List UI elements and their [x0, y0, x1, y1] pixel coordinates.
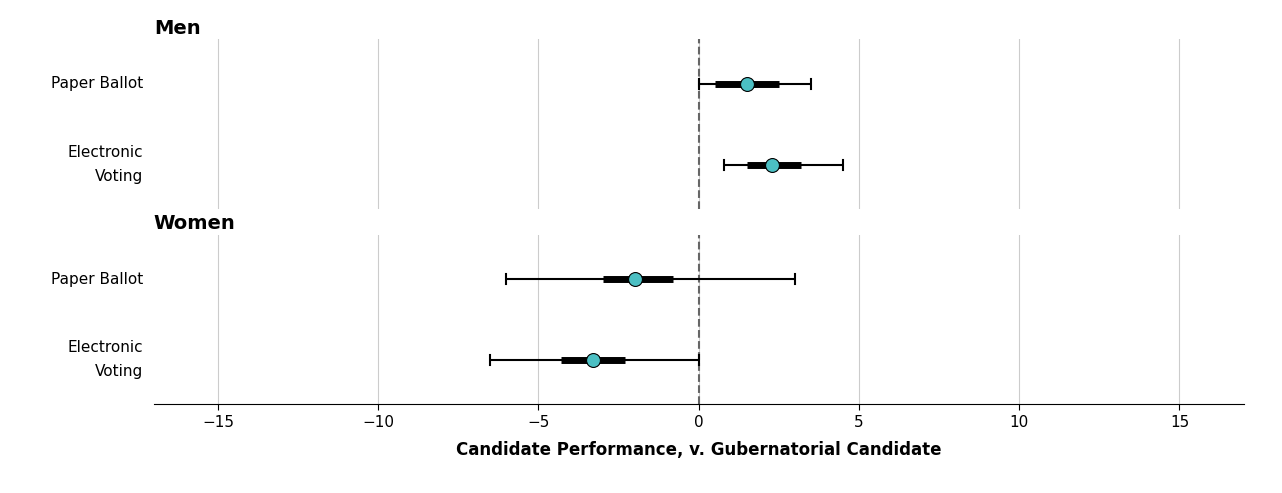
Text: Voting: Voting [95, 169, 144, 184]
X-axis label: Candidate Performance, v. Gubernatorial Candidate: Candidate Performance, v. Gubernatorial … [456, 441, 941, 459]
Text: Women: Women [154, 214, 236, 233]
Text: Paper Ballot: Paper Ballot [51, 272, 144, 286]
Text: Men: Men [154, 19, 200, 38]
Text: Paper Ballot: Paper Ballot [51, 76, 144, 91]
Text: Voting: Voting [95, 364, 144, 380]
Text: Electronic: Electronic [68, 340, 144, 355]
Text: Electronic: Electronic [68, 145, 144, 160]
